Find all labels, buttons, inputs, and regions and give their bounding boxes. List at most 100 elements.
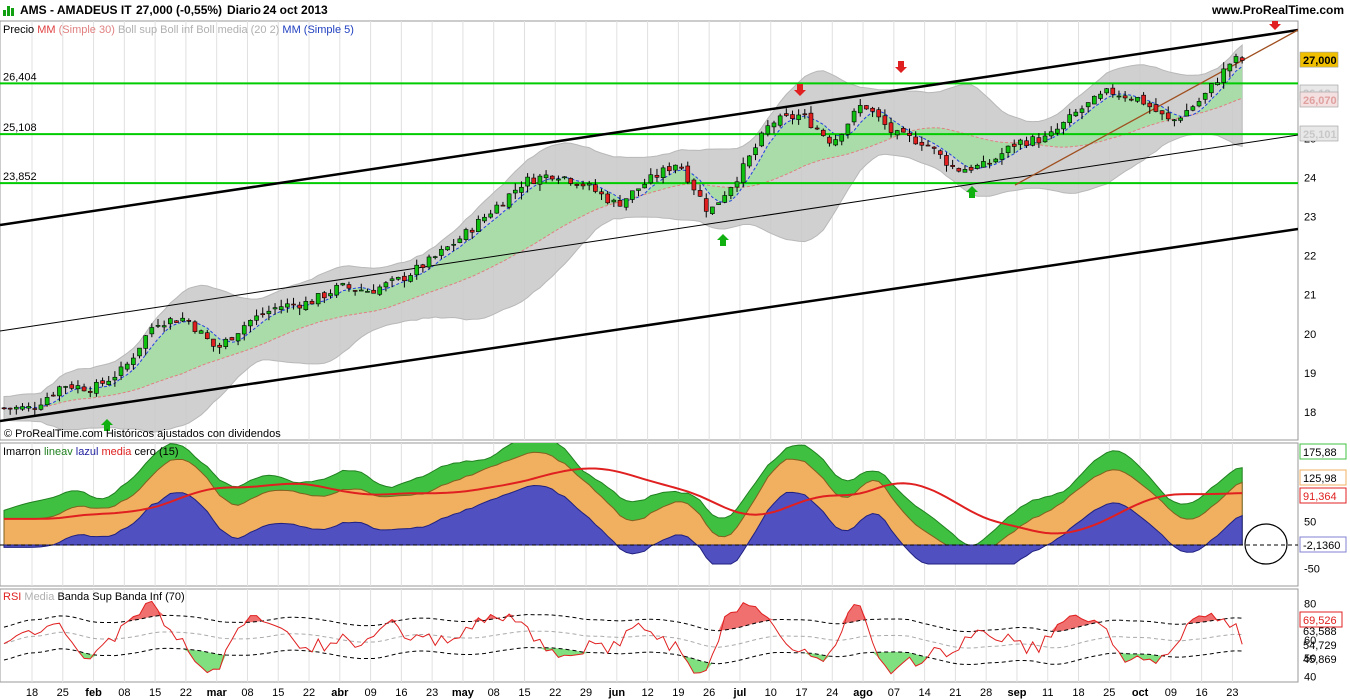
x-tick-label: sep [1007, 687, 1026, 699]
candle-body [987, 162, 992, 165]
candle-body [623, 198, 629, 208]
osc-tag-box [1299, 536, 1347, 553]
candle-body [673, 164, 678, 171]
legend-item: (15) [159, 446, 179, 458]
candle-body [950, 164, 955, 167]
candle-body [87, 391, 93, 393]
candle-body [420, 264, 426, 268]
x-tick-label: 25 [57, 687, 69, 699]
candle-body [636, 188, 641, 191]
x-tick-label: 28 [980, 687, 992, 699]
candle-body [309, 300, 315, 305]
x-tick-label: 29 [580, 687, 592, 699]
x-tick-label: 12 [641, 687, 653, 699]
candle-body [753, 147, 758, 156]
price-tick-label: 24 [1304, 172, 1316, 184]
candle-body [759, 132, 764, 147]
osc-tick-label: -50 [1304, 564, 1320, 576]
support-level-label: 23,852 [3, 171, 37, 183]
candle-body [1233, 56, 1239, 63]
x-tick-label: 23 [1226, 687, 1238, 699]
candle-body [1055, 128, 1060, 134]
mm30-line [3, 97, 1243, 409]
candle-body [168, 318, 173, 325]
x-tick-label: 16 [1196, 687, 1208, 699]
candle-body [63, 386, 68, 388]
candle-body [414, 264, 420, 276]
osc-tag: 125,98 [1303, 473, 1337, 485]
candle-body [395, 276, 401, 280]
candle-body [81, 386, 87, 392]
candle-body [131, 357, 136, 365]
candle-body [1209, 83, 1214, 94]
rsi-legend: RSI Media Banda Sup Banda Inf (70) [3, 591, 185, 603]
candle-body [1135, 97, 1140, 102]
x-tick-label: 09 [364, 687, 376, 699]
legend-item: lazul [76, 446, 102, 458]
candle-body [211, 338, 216, 347]
candle-body [525, 176, 530, 187]
x-tick-label: mar [207, 687, 228, 699]
candle-body [1018, 139, 1023, 145]
highlight-circle [1244, 523, 1288, 565]
last-price-tag: 27,000 [1303, 55, 1337, 67]
osc-tag-box [1299, 487, 1347, 504]
legend-item: Media [24, 591, 57, 603]
candle-body [14, 406, 19, 410]
x-axis: 18 25 feb 08 15 22 mar 08 15 22 abr 09 16 23 may 08 15 22… [26, 687, 1239, 699]
lazul-area [3, 484, 1243, 565]
x-tick-label: 21 [949, 687, 961, 699]
channel-bottom-line [0, 227, 1298, 423]
legend-item: Boll sup Boll inf Boll media (20 2) [118, 24, 282, 36]
candle-body [537, 175, 543, 185]
candle-body [981, 161, 986, 168]
candle-body [703, 198, 709, 212]
candle-body [1128, 98, 1134, 101]
candle-body [827, 136, 832, 144]
candle-body [605, 193, 610, 204]
candle-body [1042, 135, 1048, 143]
price-tick-label: 20 [1304, 329, 1316, 341]
candle-body [1104, 88, 1109, 94]
candle-body [1141, 94, 1146, 105]
candle-body [1036, 137, 1042, 144]
channel-mid-line [0, 134, 1298, 332]
support-levels: 26,404 25,108 23,852 [0, 71, 1298, 185]
candle-body [1092, 95, 1097, 105]
candle-body [580, 183, 586, 187]
osc-tick-label: 50 [1304, 516, 1316, 528]
candle-body [506, 193, 512, 208]
buy-arrow-icon [966, 186, 978, 198]
candle-body [20, 406, 25, 410]
mm5-line [3, 66, 1243, 409]
mm30-tag: 26,070 [1303, 95, 1337, 107]
candle-body [1073, 111, 1079, 117]
candle-body [907, 132, 912, 136]
oscillator-plot-area [0, 443, 1298, 565]
candle-body [519, 186, 524, 193]
candle-body [161, 325, 167, 328]
candle-body [451, 243, 456, 246]
brand-link[interactable]: www.ProRealTime.com [1211, 3, 1344, 17]
candle-body [512, 189, 518, 194]
rsi-tag: 69,526 [1303, 615, 1337, 627]
candle-body [931, 146, 937, 149]
candle-body [808, 112, 814, 129]
legend-item: cero [134, 446, 158, 458]
candle-body [1165, 112, 1171, 120]
osc-tag-box [1299, 469, 1347, 486]
candle-body [358, 289, 364, 292]
quote-value: 27,000 (-0,55%) [136, 3, 223, 17]
legend-item: MM [282, 24, 303, 36]
candle-body [747, 155, 752, 167]
buy-arrow-icon [717, 234, 729, 246]
candle-body [642, 183, 647, 189]
candle-body [402, 275, 407, 282]
candle-body [371, 289, 376, 294]
legend-text: Imarron lineav lazul media cero (15) [3, 446, 179, 458]
osc-tag: 175,88 [1303, 447, 1337, 459]
x-tick-label: 08 [488, 687, 500, 699]
x-tick-label: 17 [795, 687, 807, 699]
